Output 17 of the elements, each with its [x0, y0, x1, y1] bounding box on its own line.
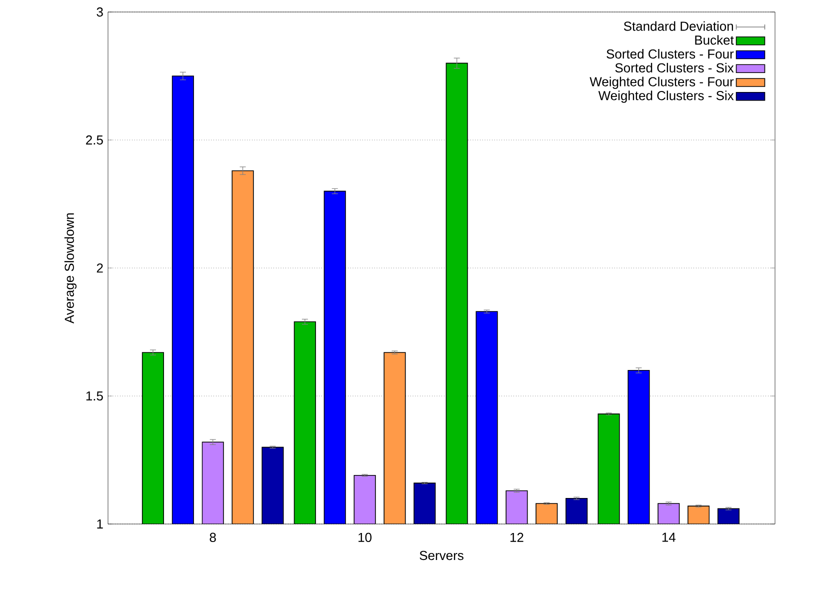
x-axis-title: Servers	[420, 550, 464, 560]
x-tick-label: 14	[662, 532, 676, 542]
x-tick-label: 12	[510, 532, 524, 542]
legend-label: Bucket	[695, 35, 734, 45]
y-tick-label: 1.5	[86, 391, 103, 401]
y-tick-label: 1	[97, 520, 103, 528]
legend-label: Weighted Clusters - Six	[598, 90, 734, 103]
x-tick-label: 10	[358, 532, 372, 542]
legend-label: Weighted Clusters - Four	[590, 76, 734, 89]
y-axis-title: Average Slowdown	[64, 213, 77, 324]
x-tick-label: 8	[210, 532, 216, 542]
legend-label: Sorted Clusters - Four	[606, 49, 734, 59]
y-tick-label: 2	[96, 263, 103, 273]
y-tick-label: 2.5	[86, 135, 103, 145]
legend-label: Sorted Clusters - Six	[615, 62, 734, 72]
y-tick-label: 3	[96, 7, 103, 17]
annotation: Standard Deviation	[624, 21, 734, 31]
